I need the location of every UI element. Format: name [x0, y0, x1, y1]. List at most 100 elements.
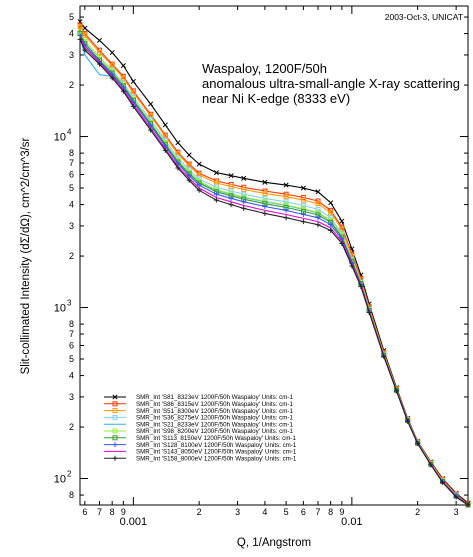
- data-point: [465, 502, 471, 508]
- data-point: [415, 441, 421, 447]
- x-minor-tick-label: 3: [454, 507, 459, 517]
- data-point: [96, 61, 102, 67]
- legend-label: SMR_Int 'S98_8200eV 1200F/50h Waspaloy' …: [136, 428, 293, 435]
- data-point: [148, 127, 154, 133]
- legend-label: SMR_Int 'S143_8050eV 1200F/50h Waspaloy'…: [136, 449, 297, 456]
- data-point: [77, 36, 83, 42]
- data-point: [300, 211, 306, 217]
- x-minor-tick-label: 7: [97, 507, 102, 517]
- legend-label: SMR_Int 'S158_8000eV 1200F/50h Waspaloy'…: [136, 455, 297, 462]
- y-minor-tick-label: 8: [69, 319, 74, 329]
- data-point: [241, 187, 247, 193]
- annotation-line-1: Waspaloy, 1200F/50h: [202, 61, 327, 76]
- x-minor-tick-label: 6: [301, 507, 306, 517]
- legend-swatch-marker: [112, 408, 118, 414]
- data-point: [213, 170, 219, 176]
- data-point: [262, 210, 268, 216]
- y-tick-label: 10: [54, 303, 66, 315]
- legend-item: SMR_Int 'S86_8315eV 1200F/50h Waspaloy' …: [104, 401, 293, 408]
- data-point: [228, 184, 234, 190]
- legend-item: SMR_Int 'S158_8000eV 1200F/50h Waspaloy'…: [104, 455, 297, 462]
- data-point: [96, 37, 103, 43]
- data-point: [393, 388, 399, 394]
- data-point: [120, 63, 126, 69]
- data-point: [328, 222, 334, 228]
- x-minor-tick-label: 2: [197, 507, 202, 517]
- y-minor-tick-label: 3: [69, 50, 74, 60]
- data-point: [162, 122, 168, 128]
- data-point: [82, 32, 88, 38]
- data-point: [109, 49, 115, 56]
- legend-item: SMR_Int 'S81_8323eV 1200F/50h Waspaloy' …: [104, 394, 293, 401]
- data-point: [196, 182, 202, 188]
- legend-swatch-marker: [112, 414, 118, 420]
- x-tick-label: 0.01: [341, 516, 362, 528]
- y-tick-exponent: 3: [67, 299, 72, 308]
- legend-swatch-marker: [112, 435, 118, 441]
- legend-label: SMR_Int 'S51_8300eV 1200F/50h Waspaloy' …: [136, 408, 293, 415]
- annotation-line-2: anomalous ultra-small-angle X-ray scatte…: [202, 76, 460, 91]
- y-minor-tick-label: 4: [69, 200, 74, 210]
- data-point: [175, 140, 181, 146]
- data-point: [315, 189, 321, 195]
- legend-swatch-marker: [112, 442, 118, 448]
- x-minor-tick-label: 9: [121, 507, 126, 517]
- plot-frame: [79, 5, 469, 506]
- data-point: [428, 462, 434, 468]
- data-point: [453, 494, 459, 500]
- data-point: [130, 103, 136, 109]
- legend-label: SMR_Int 'S128_8100eV 1200F/50h Waspaloy'…: [136, 442, 297, 449]
- legend-item: SMR_Int 'S21_8233eV 1200F/50h Waspaloy' …: [104, 421, 293, 428]
- legend-item: SMR_Int 'S128_8100eV 1200F/50h Waspaloy'…: [104, 442, 297, 449]
- x-tick-label: 0.001: [120, 516, 148, 528]
- legend-item: SMR_Int 'S98_8200eV 1200F/50h Waspaloy' …: [104, 428, 293, 435]
- legend-item: SMR_Int 'S36_8275eV 1200F/50h Waspaloy' …: [104, 415, 293, 422]
- data-point: [328, 228, 334, 234]
- data-point: [96, 50, 102, 56]
- data-point: [315, 206, 321, 212]
- y-minor-tick-label: 2: [69, 422, 74, 432]
- data-point: [440, 479, 446, 485]
- y-minor-tick-label: 6: [69, 169, 74, 179]
- data-point: [213, 197, 219, 203]
- data-point: [300, 185, 306, 191]
- data-point: [262, 203, 268, 209]
- data-point: [82, 47, 88, 53]
- data-point: [328, 200, 334, 206]
- data-point: [241, 199, 247, 205]
- x-minor-tick-label: 6: [82, 507, 87, 517]
- data-point: [328, 210, 334, 216]
- data-point: [130, 78, 136, 84]
- y-minor-tick-label: 2: [69, 251, 74, 261]
- data-point: [162, 147, 168, 153]
- data-point: [213, 191, 219, 197]
- y-tick-exponent: 2: [67, 470, 72, 479]
- legend-swatch-marker: [112, 455, 118, 461]
- legend-item: SMR_Int 'S51_8300eV 1200F/50h Waspaloy' …: [104, 408, 293, 415]
- data-point: [241, 205, 247, 211]
- legend-swatch-marker: [112, 428, 118, 434]
- y-minor-tick-label: 4: [69, 371, 74, 381]
- data-point: [339, 240, 345, 246]
- data-point: [262, 190, 268, 196]
- data-point: [186, 177, 192, 183]
- data-point: [283, 182, 289, 188]
- x-minor-tick-label: 4: [262, 507, 267, 517]
- data-point: [315, 198, 321, 204]
- x-minor-tick-label: 5: [284, 507, 289, 517]
- data-point: [82, 25, 88, 31]
- data-point: [283, 215, 289, 221]
- data-point: [228, 202, 234, 208]
- data-point: [283, 194, 289, 200]
- x-minor-tick-label: 2: [415, 507, 420, 517]
- y-minor-tick-label: 3: [69, 392, 74, 402]
- data-point: [228, 188, 234, 194]
- data-point: [186, 173, 192, 179]
- corner-note: 2003-Oct-3, UNICAT: [385, 12, 463, 22]
- y-minor-tick-label: 2: [69, 80, 74, 90]
- series-group: [77, 19, 471, 508]
- y-minor-tick-label: 3: [69, 221, 74, 231]
- data-point: [300, 203, 306, 209]
